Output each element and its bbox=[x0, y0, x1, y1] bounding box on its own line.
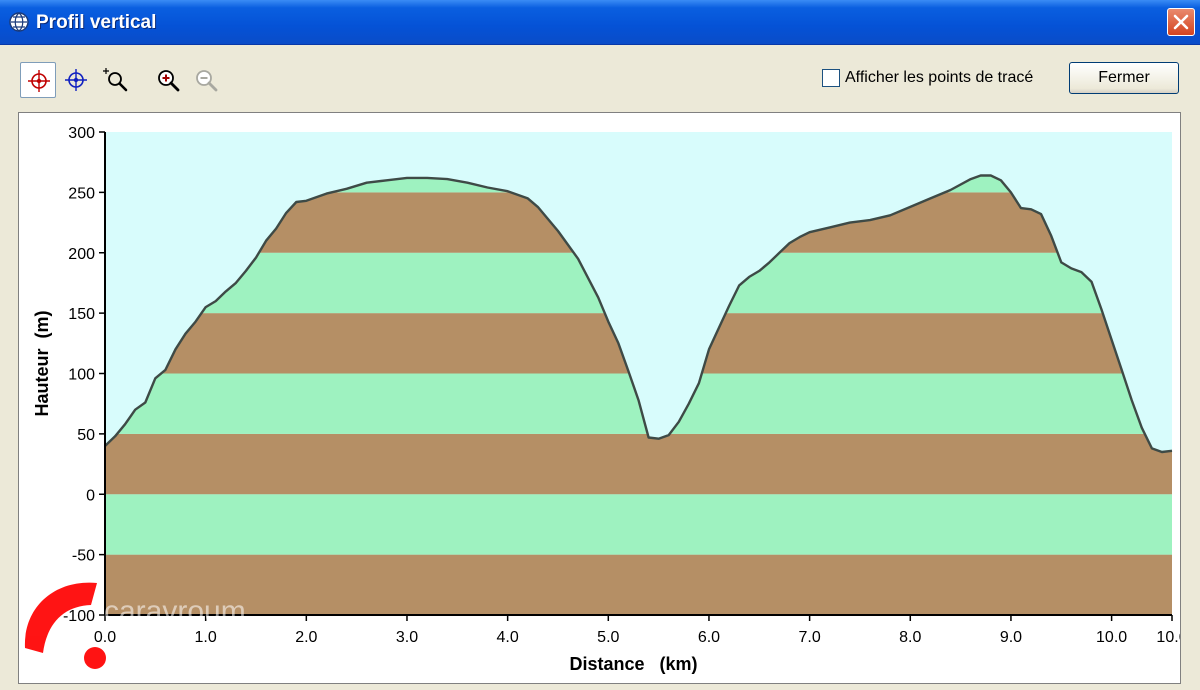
zoom-box-tool[interactable] bbox=[98, 62, 134, 98]
elevation-chart-panel: 300 250 200 150 100 50 0 -50 -100 0.0 1.0 2.0 3.0 4.0… bbox=[18, 112, 1181, 684]
zoom-in-tool[interactable] bbox=[150, 62, 186, 98]
zoom-out-tool[interactable] bbox=[188, 62, 224, 98]
elevation-profile-chart[interactable]: 300 250 200 150 100 50 0 -50 -100 0.0 1.0 2.0 3.0 4.0… bbox=[19, 113, 1180, 683]
crosshair-red-tool[interactable] bbox=[20, 62, 56, 98]
y-tick-label: 200 bbox=[68, 246, 95, 263]
x-tick-label: 10.0 bbox=[1096, 629, 1127, 646]
x-tick-label: 2.0 bbox=[295, 629, 317, 646]
window-title: Profil vertical bbox=[36, 12, 157, 33]
close-window-button[interactable] bbox=[1167, 8, 1195, 36]
zoom-in-icon bbox=[158, 70, 180, 92]
close-button[interactable]: Fermer bbox=[1069, 62, 1179, 94]
y-tick-label: 0 bbox=[86, 487, 95, 504]
elevation-band bbox=[105, 494, 1172, 555]
globe-icon bbox=[8, 11, 30, 33]
x-tick-label: 7.0 bbox=[798, 629, 820, 646]
watermark-text: caravroum bbox=[104, 595, 246, 628]
y-tick-label: -100 bbox=[63, 608, 95, 625]
y-tick-label: 300 bbox=[68, 125, 95, 142]
x-tick-label: 8.0 bbox=[899, 629, 921, 646]
zoom-out-icon bbox=[196, 70, 218, 92]
x-tick-label: 3.0 bbox=[396, 629, 418, 646]
elevation-band bbox=[105, 433, 1172, 495]
y-tick-label: 50 bbox=[77, 427, 95, 444]
show-points-checkbox[interactable] bbox=[822, 69, 840, 87]
zoom-box-icon bbox=[103, 68, 128, 92]
crosshair-blue-tool[interactable] bbox=[58, 62, 94, 98]
y-tick-label: 100 bbox=[68, 367, 95, 384]
title-bar: Profil vertical bbox=[0, 0, 1200, 45]
x-tick-label: 0.0 bbox=[94, 629, 116, 646]
elevation-profile-line bbox=[104, 174, 1173, 454]
elevation-band bbox=[105, 554, 1172, 615]
y-tick-label: -50 bbox=[72, 548, 95, 565]
x-tick-label: 4.0 bbox=[497, 629, 519, 646]
x-tick-label: 10.6 bbox=[1156, 629, 1180, 646]
watermark-logo bbox=[24, 582, 106, 669]
show-points-label: Afficher les points de tracé bbox=[845, 69, 1034, 86]
y-axis-label: Hauteur (m) bbox=[32, 310, 52, 416]
y-tick-label: 150 bbox=[68, 306, 95, 323]
close-icon bbox=[1173, 14, 1189, 30]
x-axis-label: Distance (km) bbox=[569, 654, 697, 674]
x-tick-label: 5.0 bbox=[597, 629, 619, 646]
crosshair-red-icon bbox=[28, 70, 50, 92]
x-tick-label: 6.0 bbox=[698, 629, 720, 646]
x-tick-label: 1.0 bbox=[195, 629, 217, 646]
y-tick-label: 250 bbox=[68, 185, 95, 202]
x-tick-label: 9.0 bbox=[1000, 629, 1022, 646]
crosshair-blue-icon bbox=[65, 69, 87, 91]
